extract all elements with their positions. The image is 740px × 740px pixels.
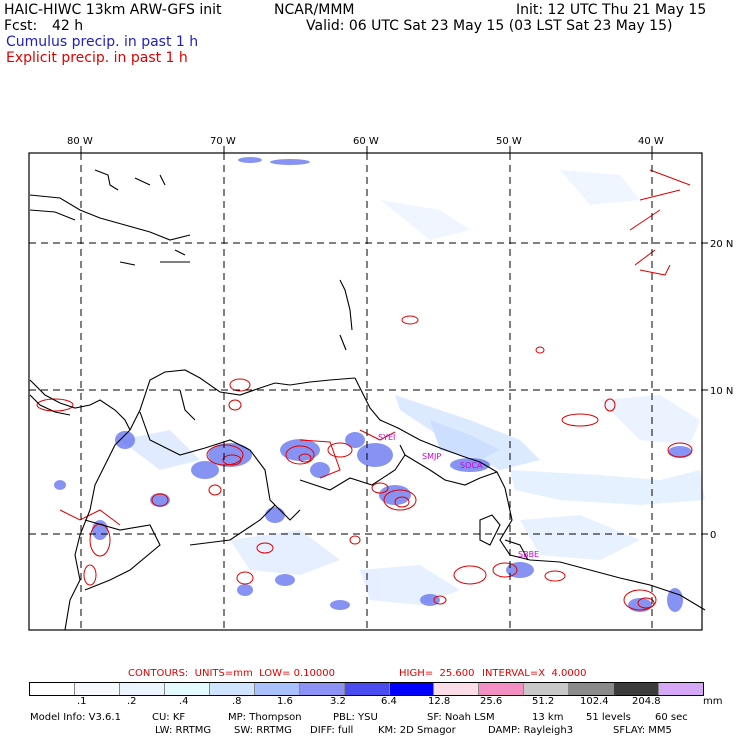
legend-swatch: [30, 683, 75, 695]
valid-time: Valid: 06 UTC Sat 23 May 15 (03 LST Sat …: [306, 18, 673, 34]
color-legend: [29, 682, 704, 696]
graticule: [29, 153, 702, 630]
legend-swatch: [569, 683, 615, 695]
pbl-scheme: PBL: YSU: [333, 712, 378, 723]
contour-interval: INTERVAL=X 4.0000: [482, 668, 587, 679]
sw-scheme: SW: RRTMG: [234, 725, 292, 736]
lon-label-50w: 50 W: [496, 136, 522, 147]
levels: 51 levels: [586, 712, 631, 723]
km-scheme: KM: 2D Smagor: [378, 725, 456, 736]
legend-tick: 3.2: [330, 696, 346, 707]
legend-swatch: [119, 683, 165, 695]
lat-label-0: 0: [710, 530, 716, 541]
legend-tick: 25.6: [480, 696, 503, 707]
legend-tick: 102.4: [580, 696, 609, 707]
legend-tick: 204.8: [632, 696, 661, 707]
timestep: 60 sec: [655, 712, 688, 723]
legend-unit: mm: [703, 696, 723, 707]
lat-label-10n: 10 N: [710, 386, 733, 397]
legend-tick: 51.2: [532, 696, 555, 707]
model-title: HAIC-HIWC 13km ARW-GFS init: [4, 2, 222, 18]
lon-label-60w: 60 W: [353, 136, 379, 147]
light-precip-layer: [120, 170, 705, 605]
legend-swatch: [164, 683, 210, 695]
lw-scheme: LW: RRTMG: [155, 725, 212, 736]
legend-swatch: [209, 683, 255, 695]
damp-scheme: DAMP: Rayleigh3: [488, 725, 574, 736]
init-time: Init: 12 UTC Thu 21 May 15: [516, 2, 707, 18]
legend-tick: 6.4: [381, 696, 397, 707]
coastlines: [29, 169, 706, 631]
legend-swatch: [479, 683, 525, 695]
legend-tick: .1: [77, 696, 87, 707]
legend-swatch: [254, 683, 300, 695]
lon-label-70w: 70 W: [210, 136, 236, 147]
contour-high: HIGH= 25.600: [399, 668, 475, 679]
legend-tick: .2: [127, 696, 137, 707]
forecast-label: Fcst:: [4, 18, 38, 34]
lon-label-40w: 40 W: [638, 136, 664, 147]
model-version: Model Info: V3.6.1: [30, 712, 121, 723]
legend-swatch: [659, 683, 704, 695]
cu-scheme: CU: KF: [152, 712, 186, 723]
cumulus-title: Cumulus precip. in past 1 h: [6, 34, 199, 50]
legend-swatch: [74, 683, 120, 695]
forecast-hour: 42 h: [52, 18, 84, 34]
legend-swatch: [344, 683, 390, 695]
sflay-scheme: SFLAY: MM5: [613, 725, 672, 736]
contour-units: CONTOURS: UNITS=mm LOW= 0.10000: [128, 668, 335, 679]
org-label: NCAR/MMM: [274, 2, 355, 18]
legend-swatch: [434, 683, 480, 695]
station-smjp: SMJP: [422, 452, 441, 461]
legend-tick: 12.8: [428, 696, 451, 707]
diff-scheme: DIFF: full: [310, 725, 354, 736]
legend-tick: .8: [232, 696, 242, 707]
legend-tick: .4: [179, 696, 189, 707]
mp-scheme: MP: Thompson: [228, 712, 302, 723]
lat-label-20n: 20 N: [710, 239, 733, 250]
station-syei: SYEI: [378, 433, 395, 442]
station-sbbe: SBBE: [518, 550, 539, 559]
map-frame: [28, 152, 703, 631]
sf-scheme: SF: Noah LSM: [427, 712, 495, 723]
grid-spacing: 13 km: [532, 712, 564, 723]
explicit-title: Explicit precip. in past 1 h: [6, 50, 188, 66]
legend-tick: 1.6: [277, 696, 293, 707]
station-soca: SOCA: [460, 461, 483, 470]
legend-swatch: [389, 683, 435, 695]
legend-swatch: [299, 683, 345, 695]
lon-label-80w: 80 W: [67, 136, 93, 147]
legend-swatch: [614, 683, 660, 695]
legend-swatch: [524, 683, 570, 695]
